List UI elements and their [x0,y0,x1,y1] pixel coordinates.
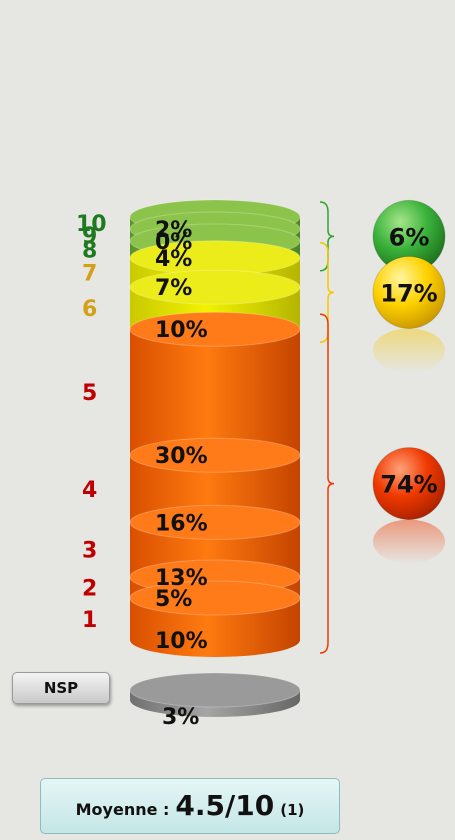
cylinder-segment-nsp [129,672,301,717]
group-ball-1 [372,256,446,329]
score-label-5: 5 [82,381,97,406]
value-label-10: 2% [155,218,192,243]
value-label-2: 5% [155,587,192,612]
nsp-button[interactable]: NSP [12,672,110,704]
score-label-6: 6 [82,297,97,322]
mean-box: Moyenne : 4.5/10 (1) [40,778,340,834]
mean-value: 4.5/10 [175,789,275,822]
group-value-label-1: 17% [380,280,437,308]
group-ball-reflection-1 [373,328,445,373]
group-ball-2 [372,447,446,521]
score-label-10: 10 [76,212,107,237]
mean-note: (1) [280,801,305,819]
value-label-nsp: 3% [162,705,199,730]
cylinder-segment-1 [129,580,301,657]
value-label-1: 10% [155,629,208,654]
group-bracket-2 [319,313,335,654]
score-label-1: 1 [82,608,97,633]
score-label-9: 9 [82,224,97,249]
group-bracket-1 [319,242,335,343]
score-label-7: 7 [82,262,97,287]
value-label-6: 10% [155,318,208,343]
value-label-8: 4% [155,247,192,272]
score-label-8: 8 [82,238,97,263]
score-label-3: 3 [82,539,97,564]
score-label-4: 4 [82,478,97,503]
group-value-label-0: 6% [389,223,430,251]
score-label-2: 2 [82,577,97,602]
cylinder-segment-5 [129,311,301,473]
group-value-label-2: 74% [380,471,437,499]
group-bracket-0 [319,201,335,272]
value-label-4: 16% [155,511,208,536]
group-ball-reflection-2 [373,519,445,564]
value-label-3: 13% [155,566,208,591]
value-label-7: 7% [155,276,192,301]
value-label-9: 0% [155,230,192,255]
value-label-5: 30% [155,444,208,469]
mean-label: Moyenne : [75,800,170,819]
